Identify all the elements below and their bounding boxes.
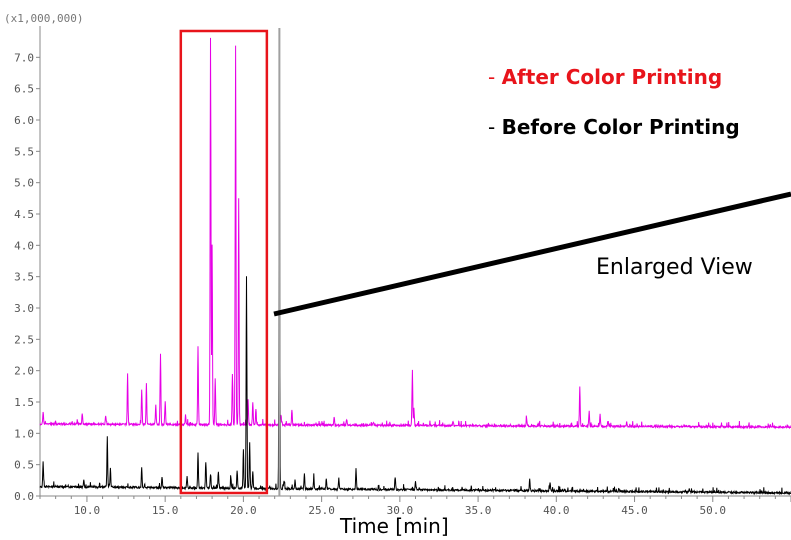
- x-axis-label: Time [min]: [339, 514, 449, 538]
- y-tick-label: 5.0: [14, 177, 34, 190]
- x-tick-label: 30.0: [387, 504, 414, 517]
- enlarged-view-label: Enlarged View: [596, 255, 753, 280]
- y-tick-label: 0.0: [14, 490, 34, 503]
- x-tick-label: 50.0: [700, 504, 727, 517]
- y-tick-label: 1.5: [14, 396, 34, 409]
- legend-prefix-before: -: [488, 115, 502, 139]
- y-ticks: 0.0 0.5 1.0 1.5 2.0 2.5 3.0 3.5 4.0 4.5 5.0 5.5 6.0 6…: [14, 51, 40, 503]
- y-tick-label: 2.0: [14, 365, 34, 378]
- y-tick-label: 0.5: [14, 459, 34, 472]
- y-tick-label: 6.5: [14, 83, 34, 96]
- y-tick-label: 1.0: [14, 427, 34, 440]
- legend-prefix-after: -: [488, 65, 502, 89]
- x-tick-label: 45.0: [621, 504, 648, 517]
- enlarged-view-pointer-line: [273, 191, 791, 317]
- y-tick-label: 2.5: [14, 333, 34, 346]
- y-tick-label: 3.0: [14, 302, 34, 315]
- y-tick-label: 5.5: [14, 145, 34, 158]
- x-tick-label: 40.0: [543, 504, 570, 517]
- x-ticks: 10.0 15.0 20.0 25.0 30.0 35.0 40.0 45.0 50.0: [39, 496, 791, 517]
- series-layer: [39, 37, 791, 496]
- legend-item-after: - After Color Printing: [488, 65, 722, 89]
- legend-item-before: - Before Color Printing: [488, 115, 740, 139]
- y-scale-label: (x1,000,000): [4, 12, 83, 25]
- x-tick-label: 10.0: [74, 504, 101, 517]
- x-tick-label: 25.0: [308, 504, 335, 517]
- y-tick-label: 7.0: [14, 51, 34, 64]
- y-tick-label: 4.5: [14, 208, 34, 221]
- y-tick-label: 6.0: [14, 114, 34, 127]
- legend-label-before: Before Color Printing: [502, 115, 740, 139]
- x-tick-label: 35.0: [465, 504, 492, 517]
- series-line-before-color-printing: [39, 68, 791, 496]
- legend: - After Color Printing - Before Color Pr…: [488, 65, 740, 139]
- y-tick-label: 4.0: [14, 239, 34, 252]
- legend-label-after: After Color Printing: [502, 65, 723, 89]
- x-tick-label: 20.0: [230, 504, 257, 517]
- x-tick-label: 15.0: [152, 504, 179, 517]
- series-line-after-color-printing: [39, 37, 791, 430]
- highlight-box: [179, 29, 269, 495]
- y-tick-label: 3.5: [14, 271, 34, 284]
